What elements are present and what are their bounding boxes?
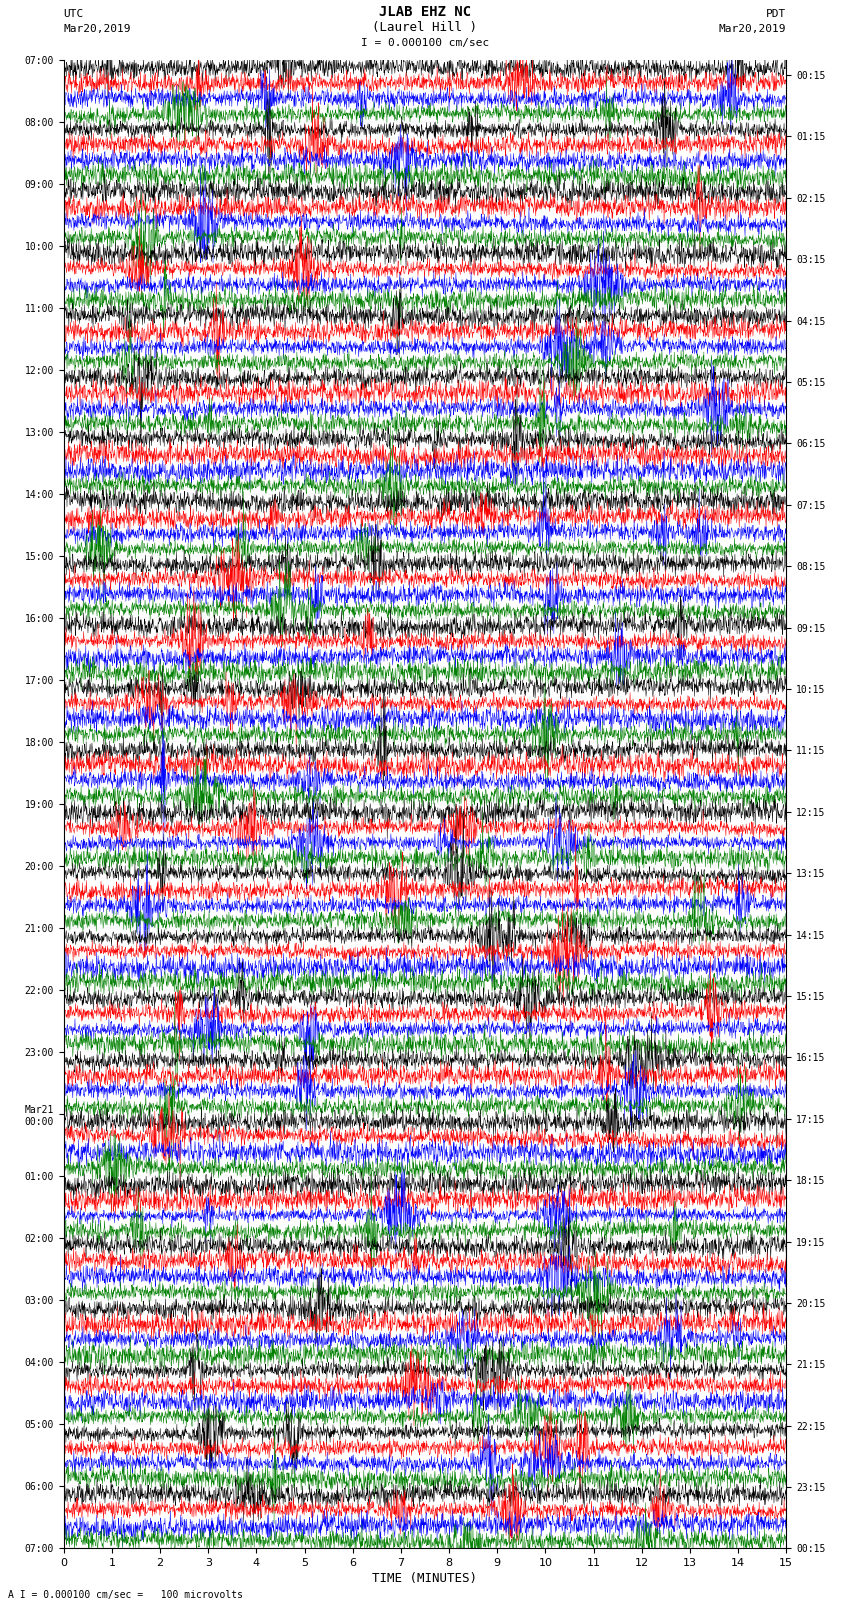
Text: PDT: PDT — [766, 10, 786, 19]
X-axis label: TIME (MINUTES): TIME (MINUTES) — [372, 1573, 478, 1586]
Text: Mar20,2019: Mar20,2019 — [64, 24, 131, 34]
Text: A I = 0.000100 cm/sec =   100 microvolts: A I = 0.000100 cm/sec = 100 microvolts — [8, 1590, 243, 1600]
Text: I = 0.000100 cm/sec: I = 0.000100 cm/sec — [361, 39, 489, 48]
Text: UTC: UTC — [64, 10, 84, 19]
Text: JLAB EHZ NC: JLAB EHZ NC — [379, 5, 471, 19]
Text: Mar20,2019: Mar20,2019 — [719, 24, 786, 34]
Text: (Laurel Hill ): (Laurel Hill ) — [372, 21, 478, 34]
